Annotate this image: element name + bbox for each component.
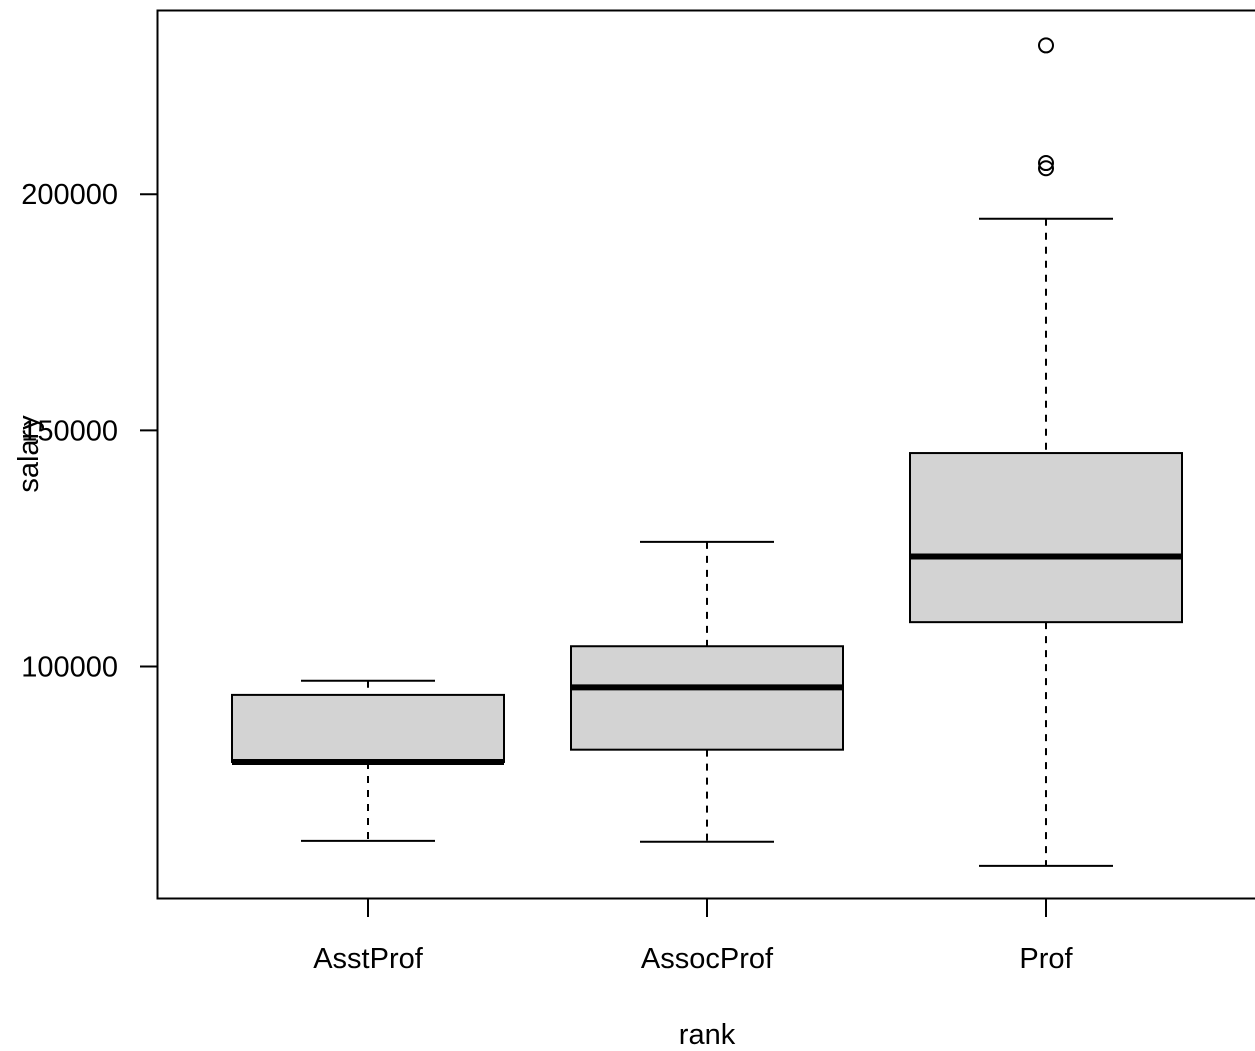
iqr-box	[231, 693, 505, 763]
outlier-point	[1038, 37, 1054, 54]
y-axis: 100000 150000 200000	[21, 179, 157, 684]
plot-frame	[156, 9, 1255, 900]
boxes-layer	[231, 37, 1183, 867]
y-tick-label: 150000	[21, 415, 118, 447]
y-tick-label: 200000	[21, 179, 118, 211]
box-assocprof	[570, 540, 844, 843]
box-prof	[909, 37, 1183, 867]
outlier-point	[1038, 160, 1054, 177]
iqr-box	[909, 452, 1183, 624]
x-axis: AsstProf AssocProf Prof	[313, 898, 1074, 975]
x-tick-label: Prof	[1019, 943, 1073, 975]
x-tick-label: AsstProf	[313, 943, 424, 975]
x-tick-label: AssocProf	[641, 943, 774, 975]
x-axis-label: rank	[679, 1019, 736, 1051]
box-asstprof	[231, 679, 505, 842]
y-axis-label: salary	[13, 415, 45, 493]
iqr-box	[570, 645, 844, 751]
y-tick-label: 100000	[21, 652, 118, 684]
outlier-point	[1038, 155, 1054, 172]
